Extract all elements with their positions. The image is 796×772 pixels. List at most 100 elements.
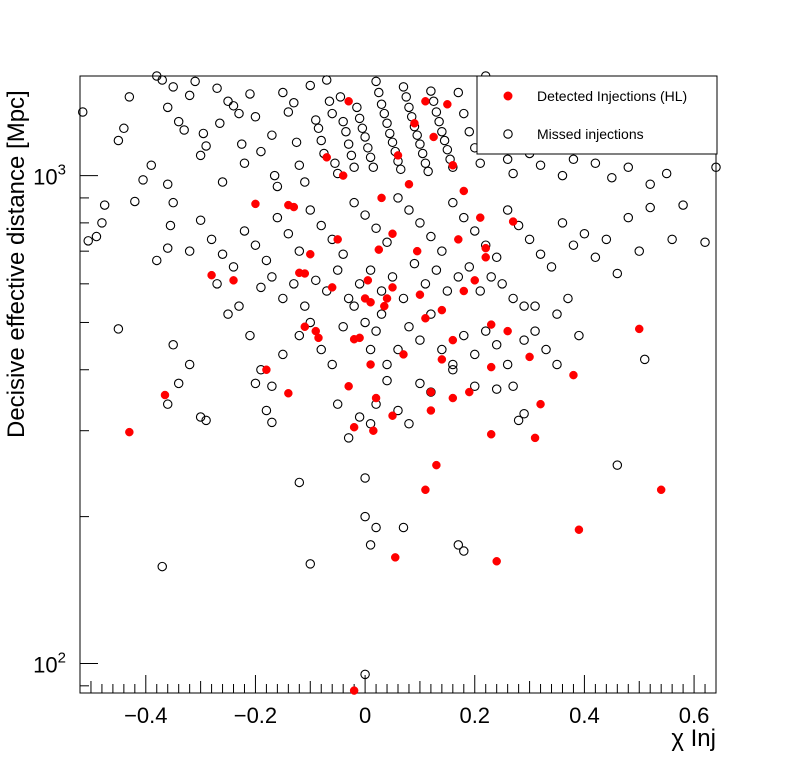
detected-point [399, 350, 408, 359]
missed-point [195, 215, 206, 225]
detected-point [508, 217, 518, 226]
missed-point [250, 240, 261, 250]
missed-point [162, 399, 173, 409]
missed-point [354, 279, 365, 289]
missed-point [267, 130, 277, 140]
detected-point [459, 186, 469, 196]
detected-point [481, 253, 490, 262]
missed-point [464, 262, 475, 272]
missed-point [250, 112, 261, 122]
missed-point [162, 243, 173, 253]
missed-point [412, 130, 422, 140]
missed-point [365, 344, 376, 355]
missed-point [267, 272, 277, 282]
missed-point [371, 522, 381, 533]
missed-point [382, 118, 392, 129]
missed-point [360, 317, 370, 328]
detected-point [475, 213, 485, 222]
missed-point [291, 137, 302, 148]
missed-point [475, 286, 485, 296]
legend: Detected Injections (HL) Missed injectio… [476, 75, 718, 155]
missed-point [530, 326, 540, 336]
detected-point [344, 97, 353, 106]
missed-point [173, 378, 184, 389]
detected-point [459, 286, 469, 296]
missed-point [612, 460, 623, 470]
detected-point [300, 269, 310, 278]
missed-point [324, 96, 335, 107]
x-tick-label: 0 [359, 703, 371, 728]
missed-point [417, 148, 428, 159]
missed-point [415, 378, 425, 389]
missed-point [376, 99, 387, 110]
missed-point [486, 272, 496, 282]
detected-point [377, 193, 386, 203]
missed-point [311, 275, 321, 286]
missed-point [212, 279, 222, 289]
detected-point [251, 199, 260, 209]
detected-point [289, 202, 299, 212]
missed-point [645, 179, 655, 189]
missed-point [365, 540, 376, 550]
missed-point [217, 249, 228, 259]
detected-point [125, 427, 134, 437]
missed-point [305, 317, 316, 328]
missed-point [623, 212, 634, 223]
detected-point [530, 433, 540, 443]
detected-point [465, 387, 474, 397]
missed-point [480, 326, 491, 336]
x-axis: −0.4 −0.2 0 0.2 0.4 0.6 [79, 675, 717, 728]
x-axis-title: χ Inj [671, 725, 716, 752]
missed-point [557, 218, 568, 228]
missed-point [294, 330, 305, 341]
legend-marker-detected [503, 91, 513, 101]
missed-point [415, 335, 425, 345]
detected-point [492, 557, 501, 566]
missed-point [409, 258, 420, 269]
missed-point [332, 399, 343, 409]
missed-point [157, 75, 167, 85]
missed-point [519, 301, 529, 311]
missed-point [256, 282, 266, 293]
detected-point [262, 365, 271, 374]
missed-point [426, 86, 436, 96]
missed-point [568, 240, 579, 250]
missed-point [157, 561, 167, 572]
missed-point [661, 168, 672, 179]
detected-point [410, 119, 419, 128]
missed-point [519, 335, 529, 345]
missed-point [376, 286, 387, 296]
missed-point [261, 405, 272, 416]
detected-point [454, 235, 463, 244]
missed-point [401, 92, 411, 102]
detected-point [421, 485, 430, 495]
missed-point [201, 141, 211, 151]
missed-point [502, 205, 513, 215]
missed-point [168, 340, 178, 350]
missed-point [453, 272, 464, 282]
missed-point [420, 158, 431, 168]
missed-point [267, 381, 277, 392]
missed-point [459, 212, 469, 223]
missed-point [434, 116, 444, 127]
missed-point [162, 102, 173, 113]
missed-point [470, 381, 480, 392]
missed-point [236, 139, 247, 149]
missed-point [508, 168, 518, 179]
missed-point [234, 301, 244, 311]
missed-point [371, 326, 381, 336]
legend-marker-missed [503, 129, 513, 139]
detected-point [344, 382, 353, 391]
detected-point [160, 390, 170, 400]
missed-point [228, 101, 239, 111]
missed-point [165, 220, 176, 231]
missed-point [393, 405, 403, 416]
missed-point [535, 249, 546, 259]
missed-point [541, 344, 551, 355]
missed-point [289, 279, 299, 289]
missed-point [269, 170, 280, 181]
missed-point [130, 196, 140, 207]
missed-point [426, 309, 436, 319]
missed-point [349, 301, 359, 311]
